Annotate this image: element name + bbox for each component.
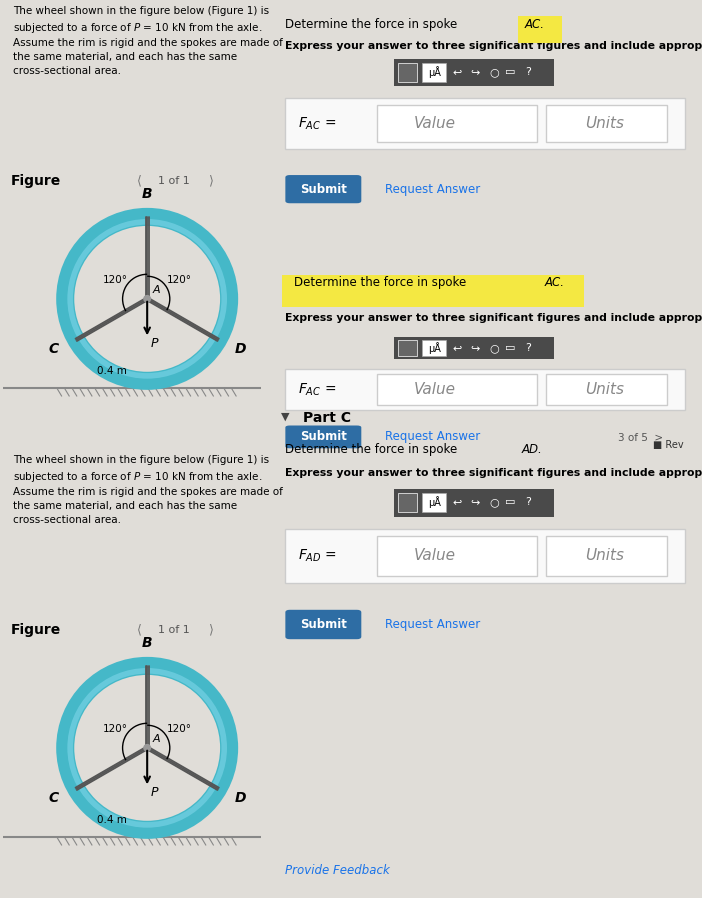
FancyBboxPatch shape: [394, 489, 555, 516]
Text: $F_{AC}$ =: $F_{AC}$ =: [298, 115, 337, 131]
Text: μÅ: μÅ: [428, 342, 441, 354]
Text: Units: Units: [585, 382, 624, 397]
Circle shape: [144, 744, 150, 751]
Text: 1 of 1: 1 of 1: [158, 625, 190, 635]
FancyBboxPatch shape: [285, 368, 684, 410]
Text: 0.4 m: 0.4 m: [97, 815, 126, 825]
Text: ↩: ↩: [452, 497, 461, 507]
Text: 120°: 120°: [102, 276, 128, 286]
Text: A: A: [152, 734, 160, 744]
Text: Express your answer to three significant figures and include appropriate units.: Express your answer to three significant…: [285, 313, 702, 323]
Text: Express your answer to three significant figures and include appropriate units.: Express your answer to three significant…: [285, 41, 702, 51]
Text: A: A: [152, 285, 160, 295]
Text: ↪: ↪: [471, 67, 480, 77]
Text: P: P: [151, 337, 159, 349]
FancyBboxPatch shape: [394, 58, 555, 85]
Text: ↩: ↩: [452, 67, 461, 77]
FancyBboxPatch shape: [285, 529, 684, 583]
Text: Value: Value: [413, 382, 456, 397]
Text: ?: ?: [526, 67, 531, 77]
Text: $F_{AC}$ =: $F_{AC}$ =: [298, 381, 337, 398]
Text: ↪: ↪: [471, 497, 480, 507]
FancyBboxPatch shape: [394, 337, 555, 359]
FancyBboxPatch shape: [376, 374, 537, 405]
Text: Determine the force in spoke: Determine the force in spoke: [285, 444, 461, 456]
Text: Units: Units: [585, 549, 624, 563]
Text: AD.: AD.: [522, 444, 543, 456]
Text: Part C: Part C: [303, 411, 351, 426]
Text: B: B: [142, 636, 152, 650]
Text: Provide Feedback: Provide Feedback: [285, 865, 390, 877]
Text: Determine the force in spoke: Determine the force in spoke: [285, 18, 461, 31]
Text: D: D: [235, 791, 246, 805]
Text: B: B: [142, 187, 152, 201]
Text: AC.: AC.: [525, 18, 545, 31]
FancyBboxPatch shape: [285, 98, 684, 149]
Text: Submit: Submit: [300, 430, 347, 444]
FancyBboxPatch shape: [518, 16, 562, 43]
FancyBboxPatch shape: [285, 175, 362, 203]
FancyBboxPatch shape: [398, 63, 417, 82]
Text: Value: Value: [413, 549, 456, 563]
Text: C: C: [48, 791, 58, 805]
Text: Submit: Submit: [300, 182, 347, 196]
FancyBboxPatch shape: [376, 536, 537, 576]
Text: Request Answer: Request Answer: [385, 182, 480, 196]
FancyBboxPatch shape: [376, 104, 537, 142]
Text: Request Answer: Request Answer: [385, 430, 480, 444]
Text: ?: ?: [526, 497, 531, 507]
FancyBboxPatch shape: [545, 104, 668, 142]
Text: C: C: [48, 342, 58, 356]
Text: 3 of 5  >: 3 of 5 >: [618, 433, 663, 443]
Text: ▭: ▭: [505, 343, 515, 353]
Text: μÅ: μÅ: [428, 66, 441, 78]
Text: Determine the force in spoke: Determine the force in spoke: [294, 277, 470, 289]
Text: Express your answer to three significant figures and include appropriate units.: Express your answer to three significant…: [285, 468, 702, 478]
Text: Figure: Figure: [11, 174, 61, 188]
Text: ▭: ▭: [505, 497, 515, 507]
Text: Value: Value: [413, 116, 456, 131]
Text: 120°: 120°: [166, 276, 192, 286]
Text: 120°: 120°: [102, 725, 128, 735]
FancyBboxPatch shape: [285, 610, 362, 639]
Text: P: P: [151, 786, 159, 798]
Text: The wheel shown in the figure below (Figure 1) is
subjected to a force of $P$ = : The wheel shown in the figure below (Fig…: [13, 6, 283, 75]
Text: ?: ?: [526, 343, 531, 353]
Text: ↪: ↪: [471, 343, 480, 353]
FancyBboxPatch shape: [398, 340, 417, 356]
Text: Part B: Part B: [303, 0, 351, 1]
Text: ⟩: ⟩: [209, 623, 214, 637]
Text: ○: ○: [490, 67, 499, 77]
Text: Units: Units: [585, 116, 624, 131]
Text: 1 of 1: 1 of 1: [158, 176, 190, 186]
Text: D: D: [235, 342, 246, 356]
Text: ▭: ▭: [505, 67, 515, 77]
Text: 0.4 m: 0.4 m: [97, 366, 126, 376]
Text: ○: ○: [490, 343, 499, 353]
FancyBboxPatch shape: [545, 536, 668, 576]
Text: ⟩: ⟩: [209, 174, 214, 188]
FancyBboxPatch shape: [422, 340, 446, 356]
FancyBboxPatch shape: [422, 63, 446, 82]
Text: Request Answer: Request Answer: [385, 618, 480, 631]
Text: Figure: Figure: [11, 623, 61, 637]
Text: $F_{AD}$ =: $F_{AD}$ =: [298, 548, 338, 564]
Circle shape: [144, 295, 150, 302]
Text: 120°: 120°: [166, 725, 192, 735]
Text: ▼: ▼: [281, 411, 289, 421]
FancyBboxPatch shape: [422, 493, 446, 512]
Text: AC.: AC.: [545, 277, 565, 289]
Text: ⟨: ⟨: [137, 623, 142, 637]
Text: ↩: ↩: [452, 343, 461, 353]
FancyBboxPatch shape: [398, 493, 417, 512]
Text: The wheel shown in the figure below (Figure 1) is
subjected to a force of $P$ = : The wheel shown in the figure below (Fig…: [13, 455, 283, 524]
FancyBboxPatch shape: [545, 374, 668, 405]
FancyBboxPatch shape: [282, 275, 584, 307]
Text: μÅ: μÅ: [428, 497, 441, 508]
FancyBboxPatch shape: [285, 426, 362, 448]
Text: ■ Rev: ■ Rev: [654, 440, 684, 450]
Text: ⟨: ⟨: [137, 174, 142, 188]
Text: ○: ○: [490, 497, 499, 507]
Text: Submit: Submit: [300, 618, 347, 631]
